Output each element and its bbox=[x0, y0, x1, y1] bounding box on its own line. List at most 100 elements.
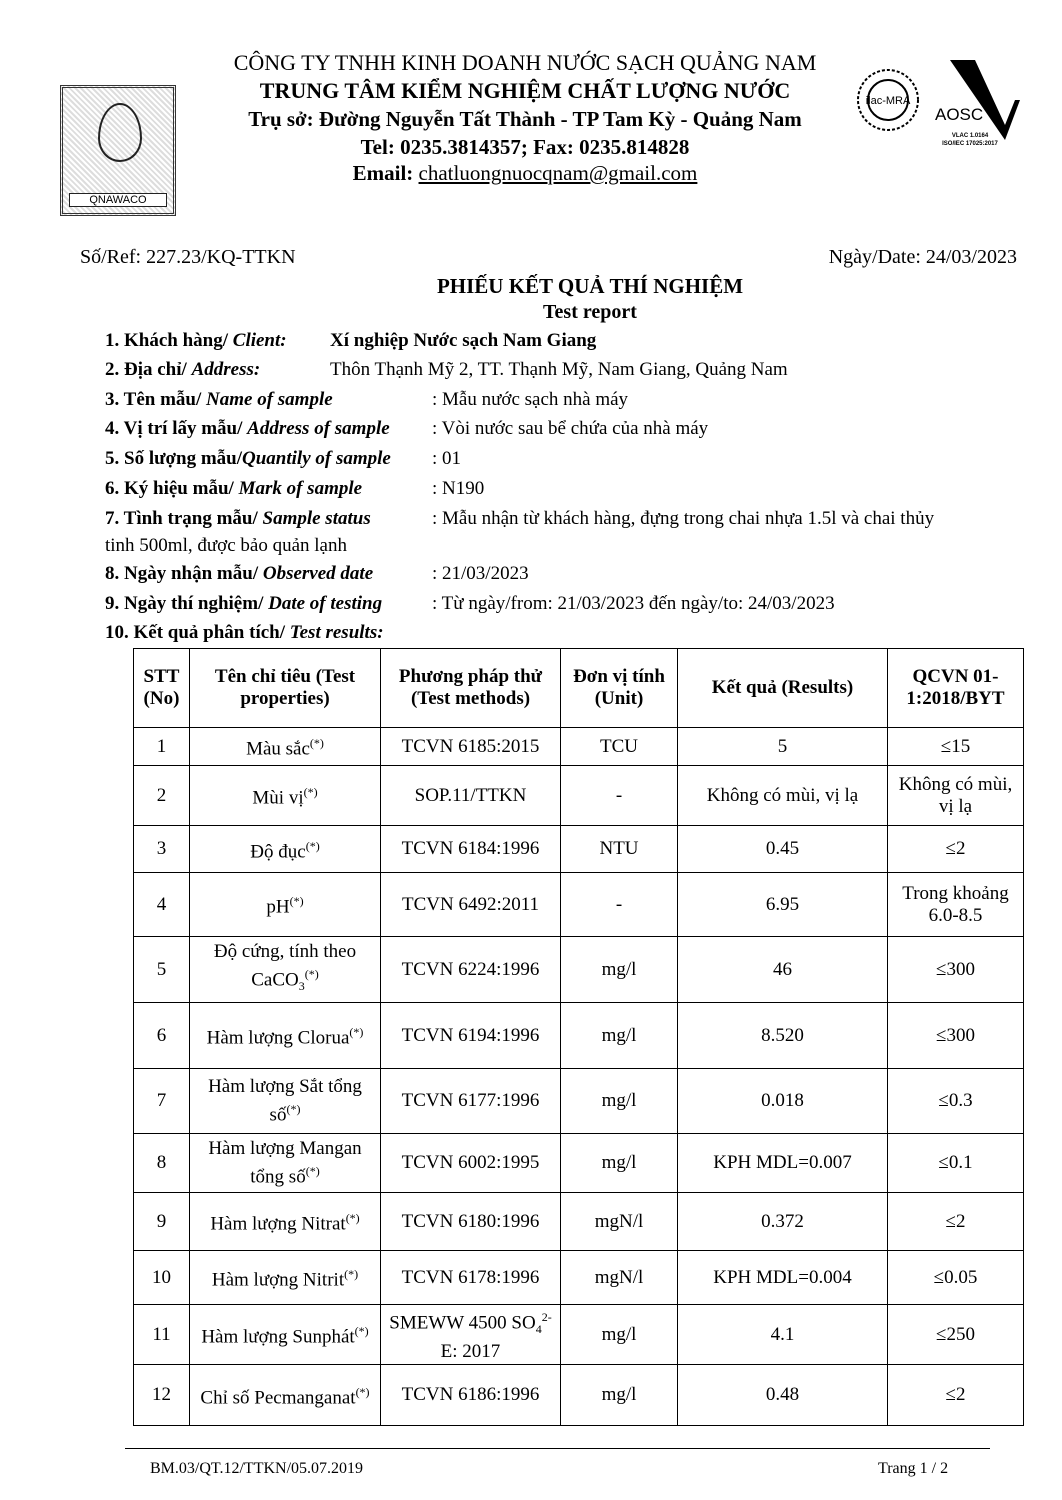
header-cell: Tên chỉ tiêu (Test properties) bbox=[189, 648, 381, 728]
limit: ≤300 bbox=[887, 1002, 1024, 1069]
info-label-vi: 1. Khách hàng/ bbox=[105, 330, 233, 351]
unit: mg/l bbox=[560, 1364, 678, 1426]
method-tail: E: 2017 bbox=[440, 1340, 501, 1362]
header-cell: QCVN 01-1:2018/BYT bbox=[887, 648, 1024, 728]
unit: mg/l bbox=[560, 1002, 678, 1069]
test-property: Mùi vị(*) bbox=[189, 765, 381, 826]
email-line: Email: chatluongnuocqnam@gmail.com bbox=[180, 161, 870, 186]
row-number: 5 bbox=[133, 936, 190, 1003]
method-name: TCVN 6224:1996 bbox=[401, 958, 540, 980]
info-label-8: 8. Ngày nhận mẫu/ Observed date bbox=[105, 563, 373, 585]
table-row: 10 Hàm lượng Nitrit(*) TCVN 6178:1996 mgN/l… bbox=[133, 1250, 1024, 1305]
logo-text: QNAWACO bbox=[69, 193, 167, 207]
accreditation-logos: ilac-MRA AOSC VLAC 1.0164 ISO/IEC 17025:… bbox=[857, 60, 1020, 147]
test-property: Hàm lượng Nitrat(*) bbox=[189, 1192, 381, 1251]
info-label-en: Date of testing bbox=[268, 593, 383, 614]
result: Không có mùi, vị lạ bbox=[677, 765, 888, 826]
result: KPH MDL=0.007 bbox=[677, 1133, 888, 1193]
unit: mg/l bbox=[560, 1304, 678, 1365]
unit: - bbox=[560, 765, 678, 826]
method-name: TCVN 6184:1996 bbox=[401, 838, 540, 859]
accredited-mark: (*) bbox=[309, 736, 324, 751]
report-date: Ngày/Date: 24/03/2023 bbox=[828, 246, 1017, 268]
email-label: Email: bbox=[352, 161, 414, 185]
info-label-vi: 6. Ký hiệu mẫu/ bbox=[105, 478, 239, 499]
info-value-1: Xí nghiệp Nước sạch Nam Giang bbox=[330, 330, 597, 351]
info-value-continued: tinh 500ml, được bảo quản lạnh bbox=[105, 535, 347, 556]
result: 4.1 bbox=[677, 1304, 888, 1365]
test-property: Độ cứng, tính theo CaCO3(*) bbox=[189, 936, 381, 1003]
property-name: Chỉ số Pecmanganat bbox=[200, 1387, 356, 1409]
limit: Trong khoảng 6.0-8.5 bbox=[887, 872, 1024, 937]
property-name: Hàm lượng Mangan tổng số bbox=[208, 1137, 362, 1188]
info-label-vi: 7. Tình trạng mẫu/ bbox=[105, 508, 263, 529]
accredited-mark: (*) bbox=[354, 1324, 369, 1339]
row-number: 6 bbox=[133, 1002, 190, 1069]
result: 6.95 bbox=[677, 872, 888, 937]
table-row: 12 Chỉ số Pecmanganat(*) TCVN 6186:1996 mg/… bbox=[133, 1364, 1024, 1426]
info-label-vi: 2. Địa chỉ/ bbox=[105, 359, 192, 380]
address: Trụ sở: Đường Nguyễn Tất Thành - TP Tam … bbox=[248, 107, 802, 131]
row-number: 3 bbox=[133, 825, 190, 873]
result: 0.372 bbox=[677, 1192, 888, 1251]
accredited-mark: (*) bbox=[349, 1025, 364, 1040]
accredited-mark: (*) bbox=[303, 785, 318, 800]
result: KPH MDL=0.004 bbox=[677, 1250, 888, 1305]
email-link[interactable]: chatluongnuocqnam@gmail.com bbox=[418, 161, 698, 185]
row-number: 4 bbox=[133, 872, 190, 937]
header-cell: Phương pháp thử (Test methods) bbox=[380, 648, 561, 728]
test-method: TCVN 6185:2015 bbox=[380, 727, 561, 766]
info-label-en: Client: bbox=[232, 330, 287, 351]
phone-fax: Tel: 0235.3814357; Fax: 0235.814828 bbox=[360, 135, 690, 159]
svg-text:ISO/IEC 17025:2017: ISO/IEC 17025:2017 bbox=[942, 141, 998, 147]
footer-divider bbox=[125, 1448, 990, 1449]
info-value-9: : Từ ngày/from: 21/03/2023 đến ngày/to: … bbox=[432, 593, 835, 614]
info-label-9: 9. Ngày thí nghiệm/ Date of testing bbox=[105, 593, 382, 615]
row-number: 12 bbox=[133, 1364, 190, 1426]
method-name: TCVN 6492:2011 bbox=[401, 893, 540, 915]
test-method: TCVN 6180:1996 bbox=[380, 1192, 561, 1251]
property-name: Hàm lượng Clorua bbox=[206, 1027, 350, 1049]
accredited-mark: (*) bbox=[305, 1163, 320, 1178]
subscript: 4 bbox=[535, 1322, 542, 1337]
limit: ≤250 bbox=[887, 1304, 1024, 1365]
test-method: TCVN 6178:1996 bbox=[380, 1250, 561, 1305]
result: 46 bbox=[677, 936, 888, 1003]
info-label-vi: 3. Tên mẫu/ bbox=[105, 389, 207, 410]
property-name: Hàm lượng Nitrit bbox=[211, 1269, 345, 1291]
unit: mg/l bbox=[560, 936, 678, 1003]
property-name: Độ đục bbox=[250, 841, 306, 863]
ref-number: Số/Ref: 227.23/KQ-TTKN bbox=[80, 246, 296, 268]
header-cell: Đơn vị tính (Unit) bbox=[560, 648, 678, 728]
row-number: 10 bbox=[133, 1250, 190, 1305]
test-method: TCVN 6177:1996 bbox=[380, 1068, 561, 1134]
info-label-en: Address: bbox=[191, 359, 261, 380]
info-value-6: : N190 bbox=[432, 478, 485, 499]
test-property: Hàm lượng Mangan tổng số(*) bbox=[189, 1133, 381, 1193]
row-number: 8 bbox=[133, 1133, 190, 1193]
result: 0.48 bbox=[677, 1364, 888, 1426]
info-label-10: 10. Kết quả phân tích/ Test results: bbox=[105, 622, 384, 644]
row-number: 7 bbox=[133, 1068, 190, 1134]
accredited-mark: (*) bbox=[344, 1267, 359, 1282]
test-method: SMEWW 4500 SO42- E: 2017 bbox=[380, 1304, 561, 1365]
test-property: Chỉ số Pecmanganat(*) bbox=[189, 1364, 381, 1426]
test-method: TCVN 6194:1996 bbox=[380, 1002, 561, 1069]
test-method: SOP.11/TTKN bbox=[380, 765, 561, 826]
info-value-4: : Vòi nước sau bể chứa của nhà máy bbox=[432, 418, 709, 439]
unit: - bbox=[560, 872, 678, 937]
info-label-en: Observed date bbox=[262, 563, 374, 584]
method-name: TCVN 6186:1996 bbox=[401, 1384, 540, 1405]
info-label-en: Quantily of sample bbox=[242, 448, 391, 469]
info-label-vi: 8. Ngày nhận mẫu/ bbox=[105, 563, 263, 584]
accredited-mark: (*) bbox=[305, 838, 320, 853]
result: 8.520 bbox=[677, 1002, 888, 1069]
property-name: Mùi vị bbox=[252, 787, 304, 809]
results-table: STT (No) Tên chỉ tiêu (Test properties) Ph… bbox=[133, 648, 1024, 1426]
table-row: 1 Màu sắc(*) TCVN 6185:2015 TCU 5 ≤15 bbox=[133, 727, 1024, 766]
limit: ≤300 bbox=[887, 936, 1024, 1003]
property-name: Hàm lượng Sunphát bbox=[201, 1326, 355, 1348]
test-property: Độ đục(*) bbox=[189, 825, 381, 873]
form-code: BM.03/QT.12/TTKN/05.07.2019 bbox=[150, 1460, 364, 1477]
test-method: TCVN 6184:1996 bbox=[380, 825, 561, 873]
